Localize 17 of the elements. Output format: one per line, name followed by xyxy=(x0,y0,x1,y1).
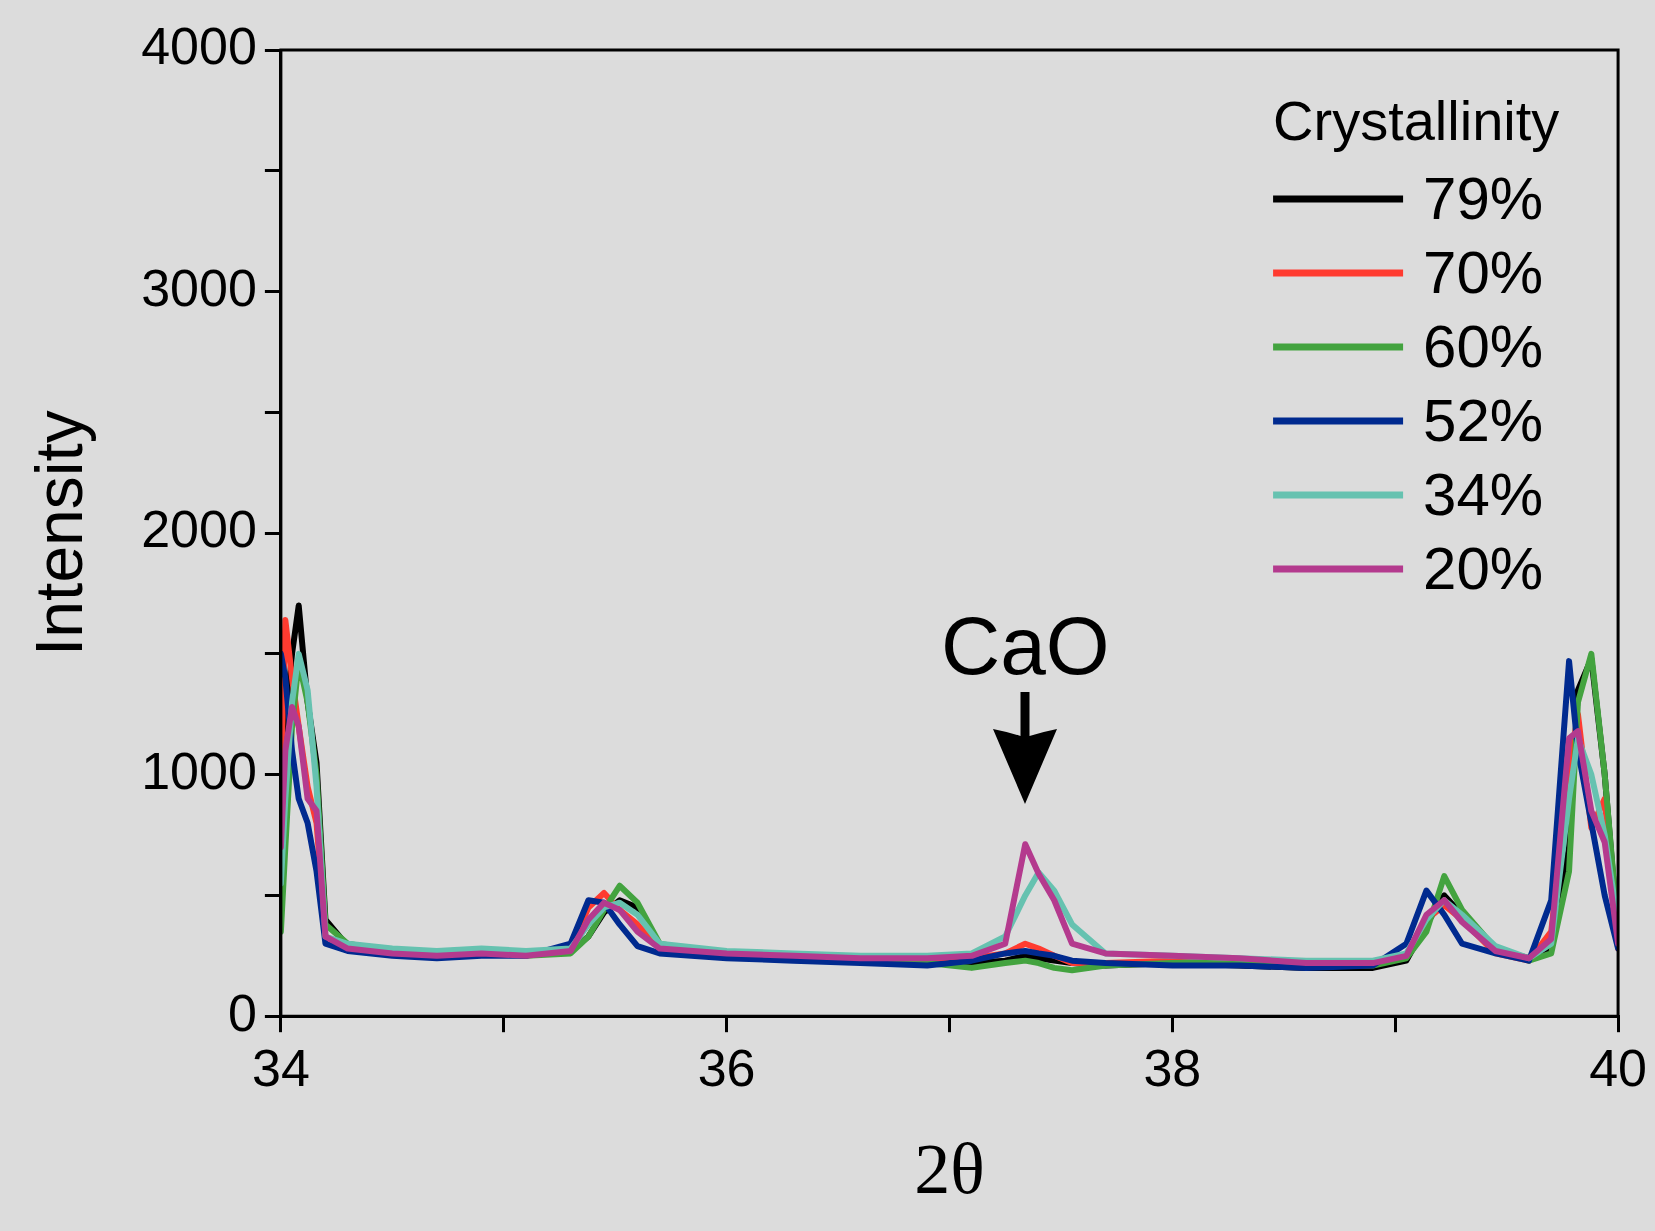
legend-label: 70% xyxy=(1423,238,1544,306)
legend-label: 60% xyxy=(1423,312,1544,380)
legend-label: 20% xyxy=(1423,534,1544,602)
y-tick-label: 3000 xyxy=(141,258,257,317)
legend-label: 79% xyxy=(1423,164,1544,232)
legend-title: Crystallinity xyxy=(1273,89,1560,153)
x-tick-label: 38 xyxy=(1143,1038,1202,1097)
annotation: CaO xyxy=(940,600,1110,692)
y-axis-title: Intensity xyxy=(21,410,96,656)
y-tick-label: 2000 xyxy=(141,500,257,559)
legend-label: 34% xyxy=(1423,460,1544,528)
y-tick-label: 1000 xyxy=(141,741,257,800)
x-tick-label: 40 xyxy=(1589,1038,1647,1097)
x-axis-title: 2θ xyxy=(914,1128,985,1209)
x-tick-label: 36 xyxy=(697,1038,756,1097)
legend-label: 52% xyxy=(1423,386,1544,454)
y-tick-label: 4000 xyxy=(141,17,257,76)
